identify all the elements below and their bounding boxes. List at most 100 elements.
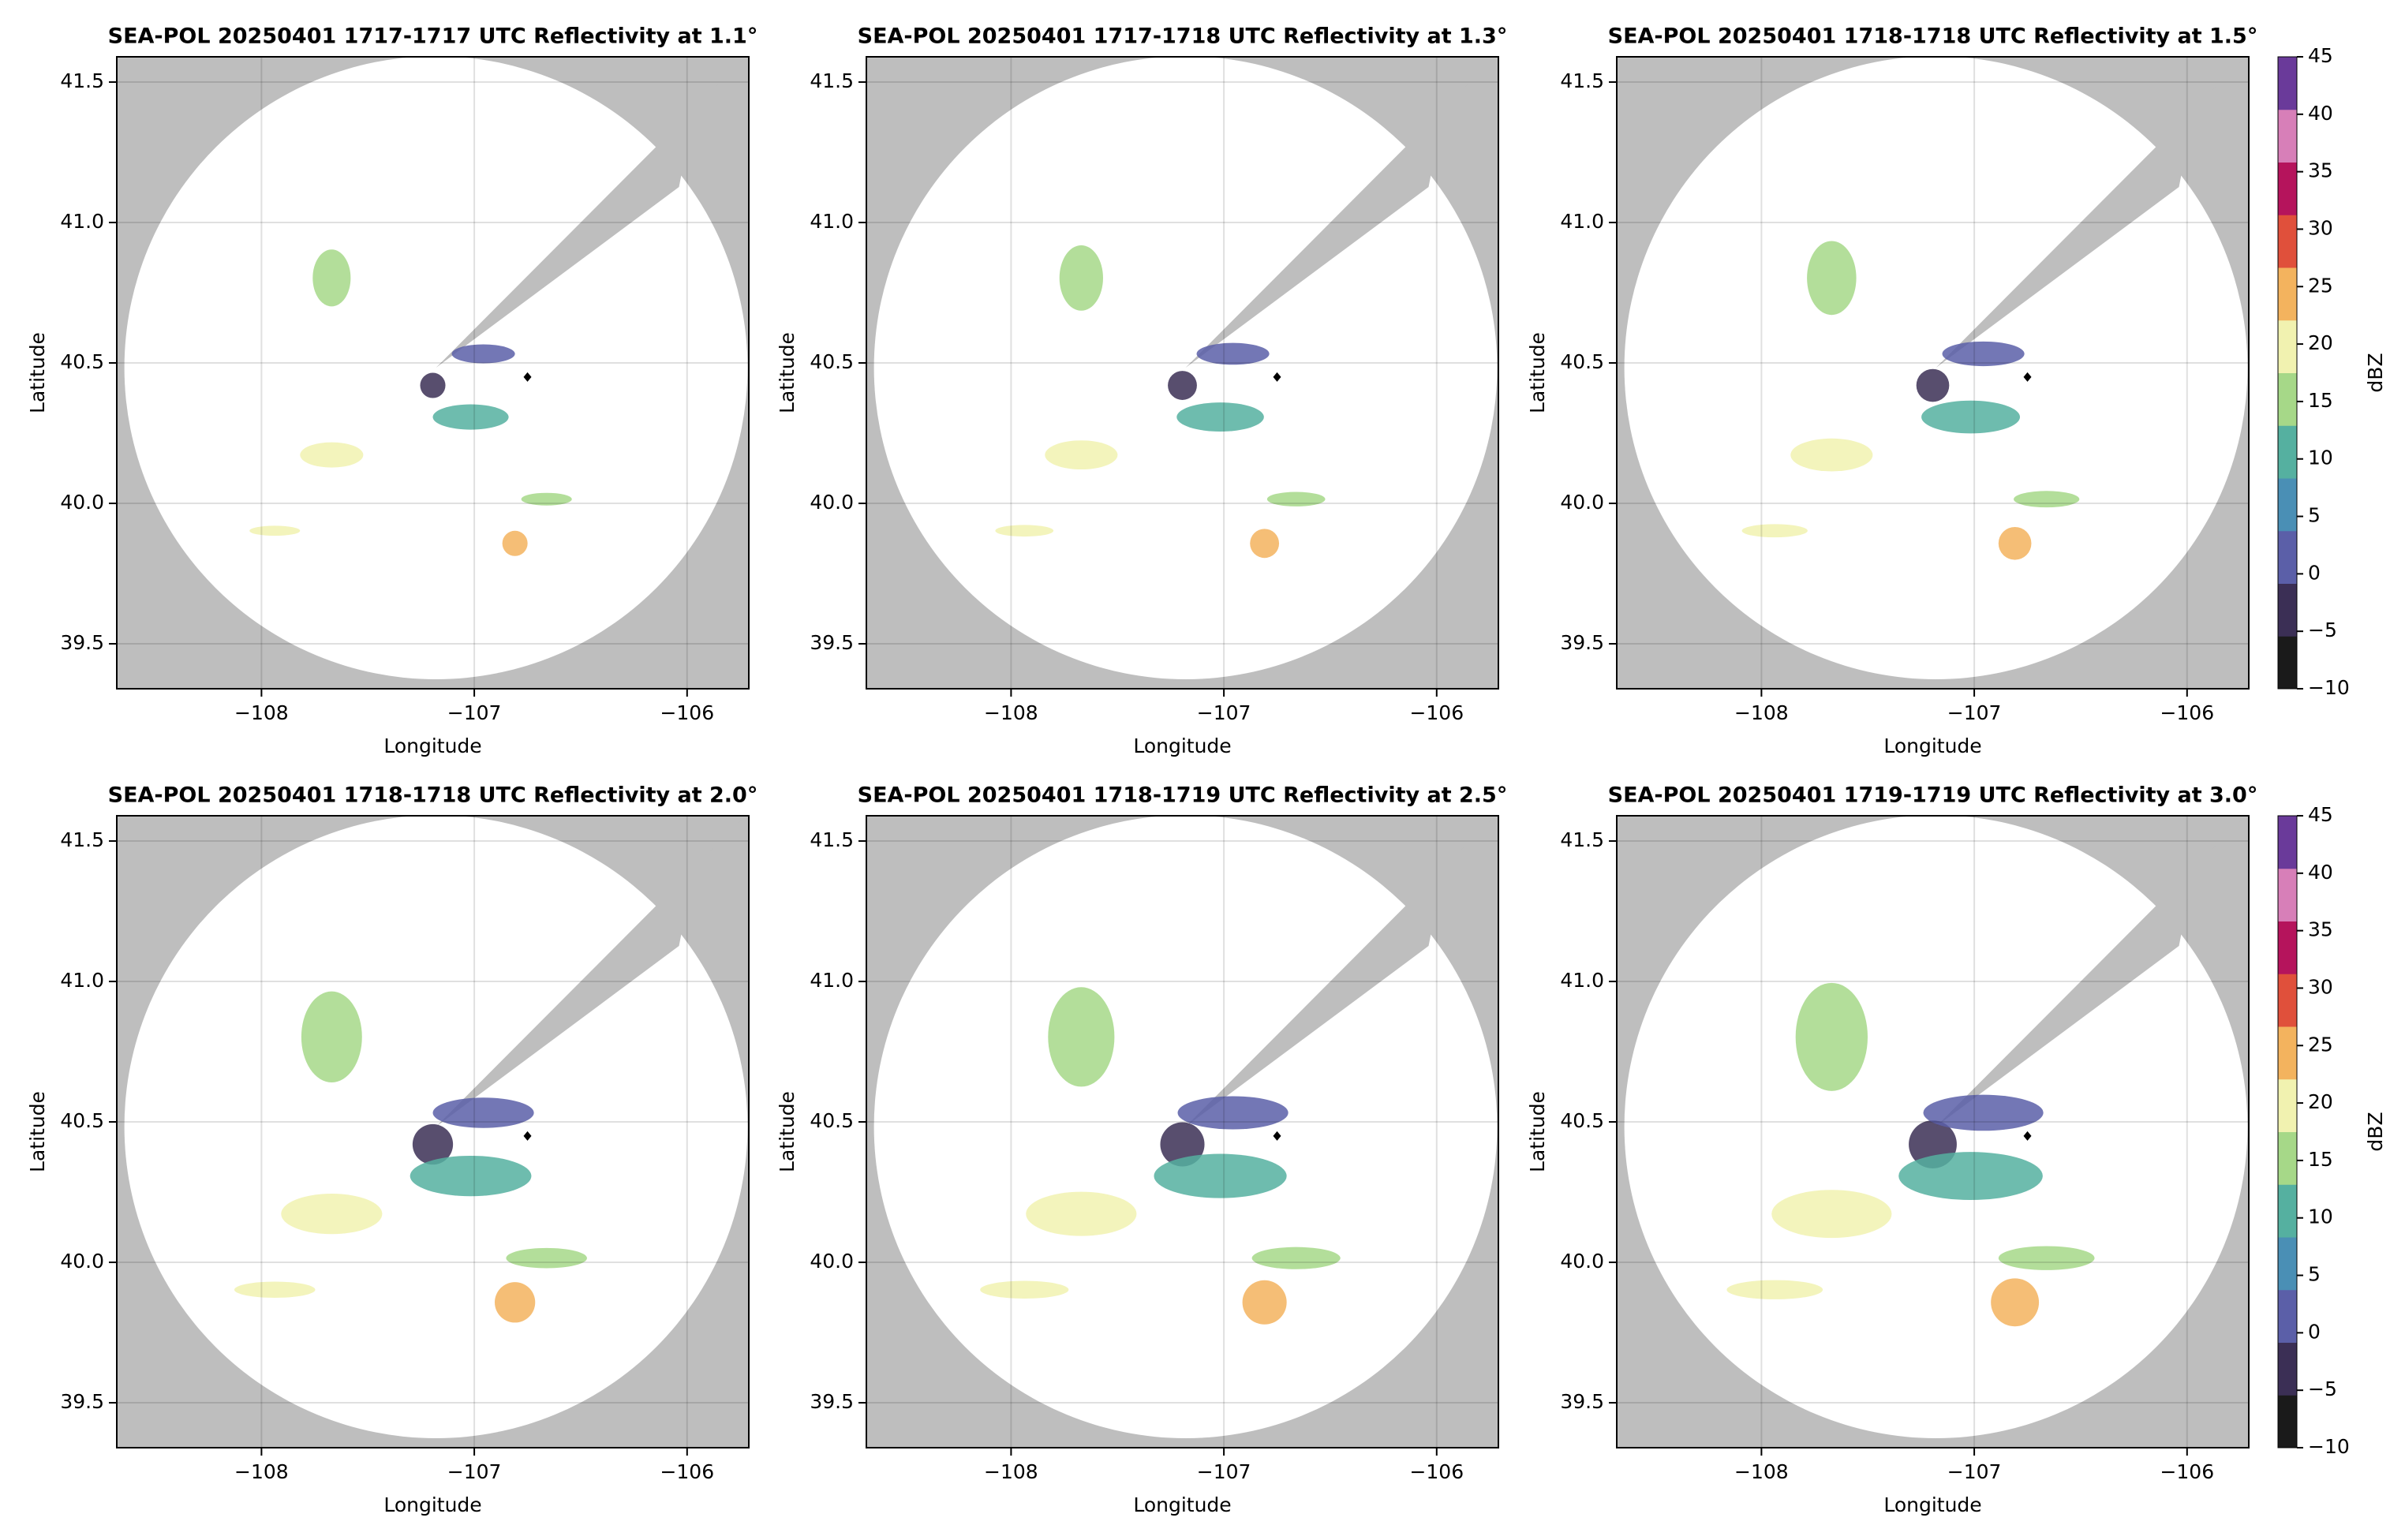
x-tick-label: −107 (1197, 1460, 1251, 1483)
colorbar-band (2278, 1078, 2297, 1132)
plot-frame (1616, 56, 2250, 690)
y-tick-label: 41.0 (1560, 969, 1604, 992)
echo (1741, 524, 1808, 538)
plot-frame (116, 815, 750, 1448)
echo (410, 1155, 532, 1197)
echo (234, 1281, 316, 1299)
colorbar-tick-label: 20 (2308, 1090, 2333, 1113)
colorbar-tick-label: −5 (2308, 619, 2337, 641)
colorbar-band (2278, 1289, 2297, 1343)
y-axis-label: Latitude (776, 1091, 799, 1172)
echo (281, 1193, 383, 1235)
echo (1266, 492, 1326, 506)
colorbar-band (2278, 372, 2297, 426)
coverage (873, 816, 1498, 1438)
y-axis-label: Latitude (1526, 332, 1549, 413)
colorbar-band (2278, 109, 2297, 163)
colorbar-tick-label: 0 (2308, 561, 2321, 584)
x-tick-label: −107 (1947, 1460, 2002, 1483)
echo (1048, 987, 1115, 1087)
coverage (1624, 57, 2248, 679)
y-tick-label: 40.0 (1560, 491, 1604, 514)
y-tick-label: 41.5 (60, 828, 104, 851)
y-tick-label: 40.5 (60, 1109, 104, 1132)
panel: −108 −107 −106 39.5 40.0 40.5 41.0 41.5SEA-POL … (1526, 783, 2387, 1517)
chart-title: SEA-POL 20250401 1719-1719 UTC Reflectiv… (1608, 783, 2258, 808)
colorbar-tick-label: 15 (2308, 389, 2333, 412)
echo (494, 1282, 536, 1323)
echo (1916, 368, 1950, 402)
y-tick-label: 39.5 (60, 1390, 104, 1413)
y-tick-label: 41.0 (810, 969, 854, 992)
echo (1176, 402, 1264, 432)
colorbar-tick-label: 35 (2308, 918, 2333, 941)
echo (1991, 1278, 2040, 1327)
echo (1196, 342, 1270, 365)
colorbar-label: dBZ (2364, 353, 2387, 392)
y-tick-label: 41.0 (810, 210, 854, 233)
echo (1771, 1190, 1892, 1239)
colorbar-band (2278, 974, 2297, 1027)
radar-marker (1273, 1131, 1281, 1141)
x-tick-label: −108 (1734, 701, 1789, 724)
chart-title: SEA-POL 20250401 1718-1718 UTC Reflectiv… (1608, 24, 2258, 49)
panel: −108 −107 −106 39.5 40.0 40.5 41.0 41.5SEA-POL … (26, 783, 757, 1517)
x-tick-label: −106 (660, 701, 714, 724)
panel: −108 −107 −106 39.5 40.0 40.5 41.0 41.5SEA-POL … (776, 783, 1507, 1517)
echo (249, 525, 301, 536)
x-tick-label: −108 (1734, 1460, 1789, 1483)
coverage (124, 57, 748, 679)
echo (301, 991, 362, 1083)
x-axis-label: Longitude (1133, 734, 1231, 757)
echo (1998, 1246, 2095, 1270)
colorbar-band (2278, 530, 2297, 584)
x-axis-label: Longitude (1883, 734, 1981, 757)
radar-marker (523, 372, 532, 382)
x-tick-label: −106 (2160, 1460, 2214, 1483)
colorbar-tick-label: 40 (2308, 102, 2333, 125)
colorbar-frame (2277, 56, 2298, 690)
y-tick-label: 40.5 (810, 1109, 854, 1132)
plot-frame (866, 815, 1499, 1448)
coverage (873, 57, 1498, 679)
colorbar-label: dBZ (2364, 1112, 2387, 1151)
chart-title: SEA-POL 20250401 1718-1719 UTC Reflectiv… (858, 783, 1508, 808)
colorbar-tick-label: −5 (2308, 1377, 2337, 1400)
echo (1942, 341, 2025, 367)
y-tick-label: 40.5 (1560, 350, 1604, 373)
y-tick-label: 40.0 (810, 1250, 854, 1273)
echo (506, 1247, 587, 1269)
echo (1168, 371, 1197, 400)
echo (980, 1280, 1069, 1299)
echo (1026, 1191, 1137, 1236)
blocked-sector (1185, 816, 1496, 1127)
echo (1898, 1152, 2043, 1201)
plot-frame (1616, 815, 2250, 1448)
echo (2014, 491, 2080, 508)
y-tick-label: 39.5 (810, 631, 854, 654)
x-tick-label: −108 (234, 1460, 289, 1483)
colorbar-band (2278, 1237, 2297, 1291)
chart-title: SEA-POL 20250401 1717-1717 UTC Reflectiv… (108, 24, 758, 49)
x-tick-label: −106 (660, 1460, 714, 1483)
x-tick-label: −106 (1409, 701, 1464, 724)
echo (412, 1123, 454, 1165)
colorbar-tick-label: 25 (2308, 274, 2333, 297)
echo (521, 492, 572, 506)
y-tick-label: 41.0 (60, 969, 104, 992)
echo (1177, 1096, 1289, 1130)
echo (1154, 1153, 1287, 1198)
colorbar-tick-label: 30 (2308, 975, 2333, 998)
echo (1790, 438, 1873, 472)
x-tick-label: −108 (234, 701, 289, 724)
colorbar-tick-label: 10 (2308, 447, 2333, 469)
coverage (124, 816, 748, 1438)
x-axis-label: Longitude (1883, 1493, 1981, 1516)
colorbar-band (2278, 1131, 2297, 1185)
y-axis-label: Latitude (26, 1091, 49, 1172)
y-tick-label: 40.5 (810, 350, 854, 373)
x-tick-label: −106 (1409, 1460, 1464, 1483)
blocked-sector (1185, 57, 1496, 368)
y-tick-label: 40.0 (60, 491, 104, 514)
colorbar-band (2278, 1395, 2297, 1448)
